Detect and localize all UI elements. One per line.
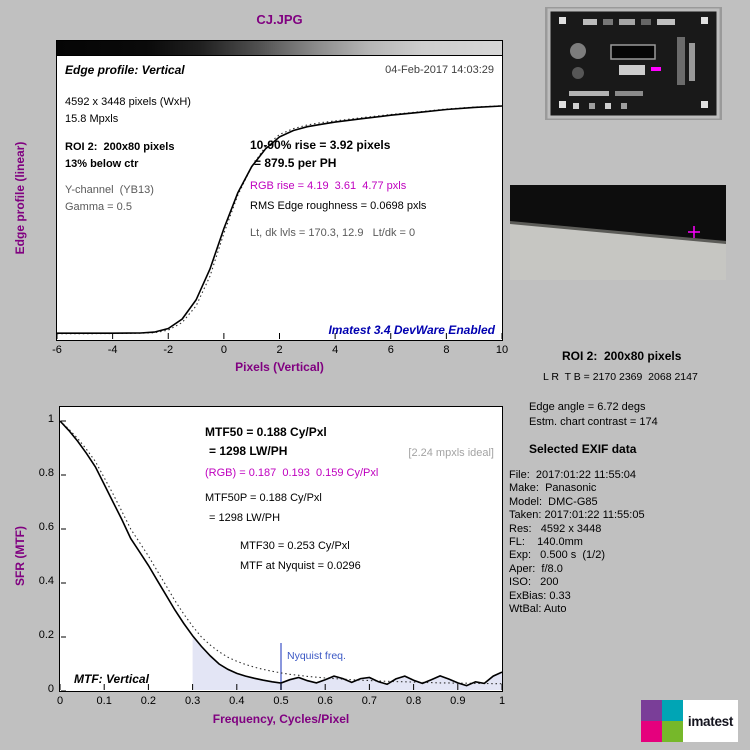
exif-line: File: 2017:01:22 11:55:04 <box>509 469 637 481</box>
exif-line: Aper: f/8.0 <box>509 562 563 575</box>
axis-tick-label: 0.2 <box>38 629 54 641</box>
chart-contrast-text: Estm. chart contrast = 174 <box>529 416 658 428</box>
logo-square-green <box>662 721 683 742</box>
roi-dark-region <box>510 185 726 242</box>
roi-edge-transition <box>510 221 726 244</box>
exif-line: WtBal: Auto <box>509 603 567 616</box>
edge-profile-curve <box>57 105 502 334</box>
exif-line: Make: Panasonic <box>509 482 597 495</box>
mtf-plot: MTF50 = 0.188 Cy/Pxl = 1298 LW/PH (RGB) … <box>59 406 503 692</box>
axis-tick-label: -4 <box>107 344 118 356</box>
analysis-timestamp: 04-Feb-2017 14:03:29 <box>385 64 494 76</box>
axis-tick-label: 0.6 <box>317 695 333 707</box>
mtf50p-text: MTF50P = 0.188 Cy/Pxl <box>205 492 322 504</box>
channel-text: Y-channel (YB13) <box>65 184 154 196</box>
axis-tick-label: 1 <box>47 413 54 425</box>
mtf30-text: MTF30 = 0.253 Cy/Pxl <box>240 540 350 552</box>
roi-size-text: ROI 2: 200x80 pixels <box>65 141 175 153</box>
watermark-text: Imatest 3.4 DevWare Enabled <box>328 323 495 337</box>
test-chart-patterns <box>559 17 708 109</box>
edge-gradient-strip <box>57 41 502 56</box>
edge-roi-thumbnail <box>510 185 726 280</box>
logo-square-purple <box>641 700 662 721</box>
axis-tick-label: 0.4 <box>229 695 245 707</box>
mtf50p-lwph-text: = 1298 LW/PH <box>209 512 281 524</box>
ideal-mpxls-text: [2.24 mpxls ideal] <box>408 447 494 459</box>
axis-tick-label: 0 <box>56 695 64 707</box>
logo-square-teal <box>662 700 683 721</box>
axis-tick-label: 1 <box>498 695 506 707</box>
image-size-text: 4592 x 3448 pixels (WxH) <box>65 96 191 108</box>
axis-tick-label: 0.7 <box>361 695 378 707</box>
mtf-dotted-curve <box>60 420 502 685</box>
rms-roughness-text: RMS Edge roughness = 0.0698 pxls <box>250 200 427 212</box>
rgb-rise-text: RGB rise = 4.19 3.61 4.77 pxls <box>250 180 407 192</box>
imatest-logo-text: imatest <box>683 700 738 742</box>
edge-axis-tickmarks <box>57 333 502 339</box>
axis-tick-label: 0.1 <box>96 695 112 707</box>
edge-profile-plot: Edge profile: Vertical 04-Feb-2017 14:03… <box>56 40 503 341</box>
exif-line: ExBias: 0.33 <box>509 589 571 602</box>
roi-info-title: ROI 2: 200x80 pixels <box>562 349 682 363</box>
logo-square-magenta <box>641 721 662 742</box>
edge-y-axis-label: Edge profile (linear) <box>13 141 27 255</box>
mtf-axis-tickmarks <box>60 420 502 691</box>
axis-tick-label: 0.4 <box>38 575 54 587</box>
axis-tick-label: 0.6 <box>38 521 54 533</box>
roi-marker-cross <box>688 226 700 238</box>
megapixels-text: 15.8 Mpxls <box>65 113 119 125</box>
axis-tick-label: 4 <box>332 344 339 356</box>
mtf-x-axis-label: Frequency, Cycles/Pixel <box>212 712 350 726</box>
axis-tick-label: 0.3 <box>184 695 201 707</box>
edge-profile-chart <box>57 105 502 339</box>
axis-tick-label: 0.2 <box>140 695 157 707</box>
file-title: CJ.JPG <box>256 12 303 27</box>
mtf50-text: MTF50 = 0.188 Cy/Pxl <box>205 425 327 439</box>
axis-tick-label: 0.9 <box>450 695 466 707</box>
axis-tick-label: 0.5 <box>273 695 289 707</box>
mtf-at-nyquist-text: MTF at Nyquist = 0.0296 <box>240 560 361 572</box>
axis-tick-label: -2 <box>163 344 174 356</box>
roi-lrtb-text: L R T B = 2170 2369 2068 2147 <box>543 371 698 383</box>
axis-tick-label: 0.8 <box>405 695 422 707</box>
roi-marker <box>651 67 661 71</box>
edge-x-axis-label: Pixels (Vertical) <box>235 360 324 374</box>
axis-tick-label: 0 <box>47 683 54 695</box>
axis-tick-label: 8 <box>443 344 450 356</box>
mtf-curve <box>60 420 502 687</box>
mtf50-lwph-text: = 1298 LW/PH <box>209 444 288 458</box>
mtf-area-fill <box>192 635 502 690</box>
axis-tick-label: 10 <box>495 344 509 356</box>
exif-line: Res: 4592 x 3448 <box>509 522 602 535</box>
exif-title: Selected EXIF data <box>529 442 637 456</box>
light-dark-levels-text: Lt, dk lvls = 170.3, 12.9 Lt/dk = 0 <box>250 227 416 239</box>
exif-line: Taken: 2017:01:22 11:55:05 <box>509 509 645 522</box>
axis-tick-label: 0 <box>220 344 227 356</box>
nyquist-freq-label: Nyquist freq. <box>287 650 346 662</box>
mtf-y-axis-label: SFR (MTF) <box>13 526 27 586</box>
axis-tick-label: 2 <box>276 344 283 356</box>
axis-tick-label: 0.8 <box>38 467 54 479</box>
exif-line: FL: 140.0mm <box>509 536 583 549</box>
roi-position-text: 13% below ctr <box>65 158 139 170</box>
edge-angle-text: Edge angle = 6.72 degs <box>529 401 646 413</box>
axis-tick-label: -6 <box>52 344 62 356</box>
mtf50-rgb-text: (RGB) = 0.187 0.193 0.159 Cy/Pxl <box>205 467 379 479</box>
edge-plot-heading: Edge profile: Vertical <box>65 63 185 77</box>
rise-stat-text: 10-90% rise = 3.92 pixels <box>250 138 391 152</box>
exif-line: ISO: 200 <box>509 576 559 589</box>
mtf-corner-label: MTF: Vertical <box>74 672 149 686</box>
exif-line: Exp: 0.500 s (1/2) <box>509 549 605 562</box>
mtf-chart <box>60 420 502 691</box>
axis-tick-label: 6 <box>387 344 394 356</box>
imatest-logo: imatest <box>641 700 738 742</box>
rise-per-ph-text: = 879.5 per PH <box>254 156 337 170</box>
exif-line: Model: DMC-G85 <box>509 495 598 508</box>
imatest-logo-squares <box>641 700 683 742</box>
test-chart-thumbnail <box>545 7 722 120</box>
exif-data-list: File: 2017:01:22 11:55:04 Make: Panasonic… <box>509 469 645 616</box>
gamma-text: Gamma = 0.5 <box>65 201 132 213</box>
